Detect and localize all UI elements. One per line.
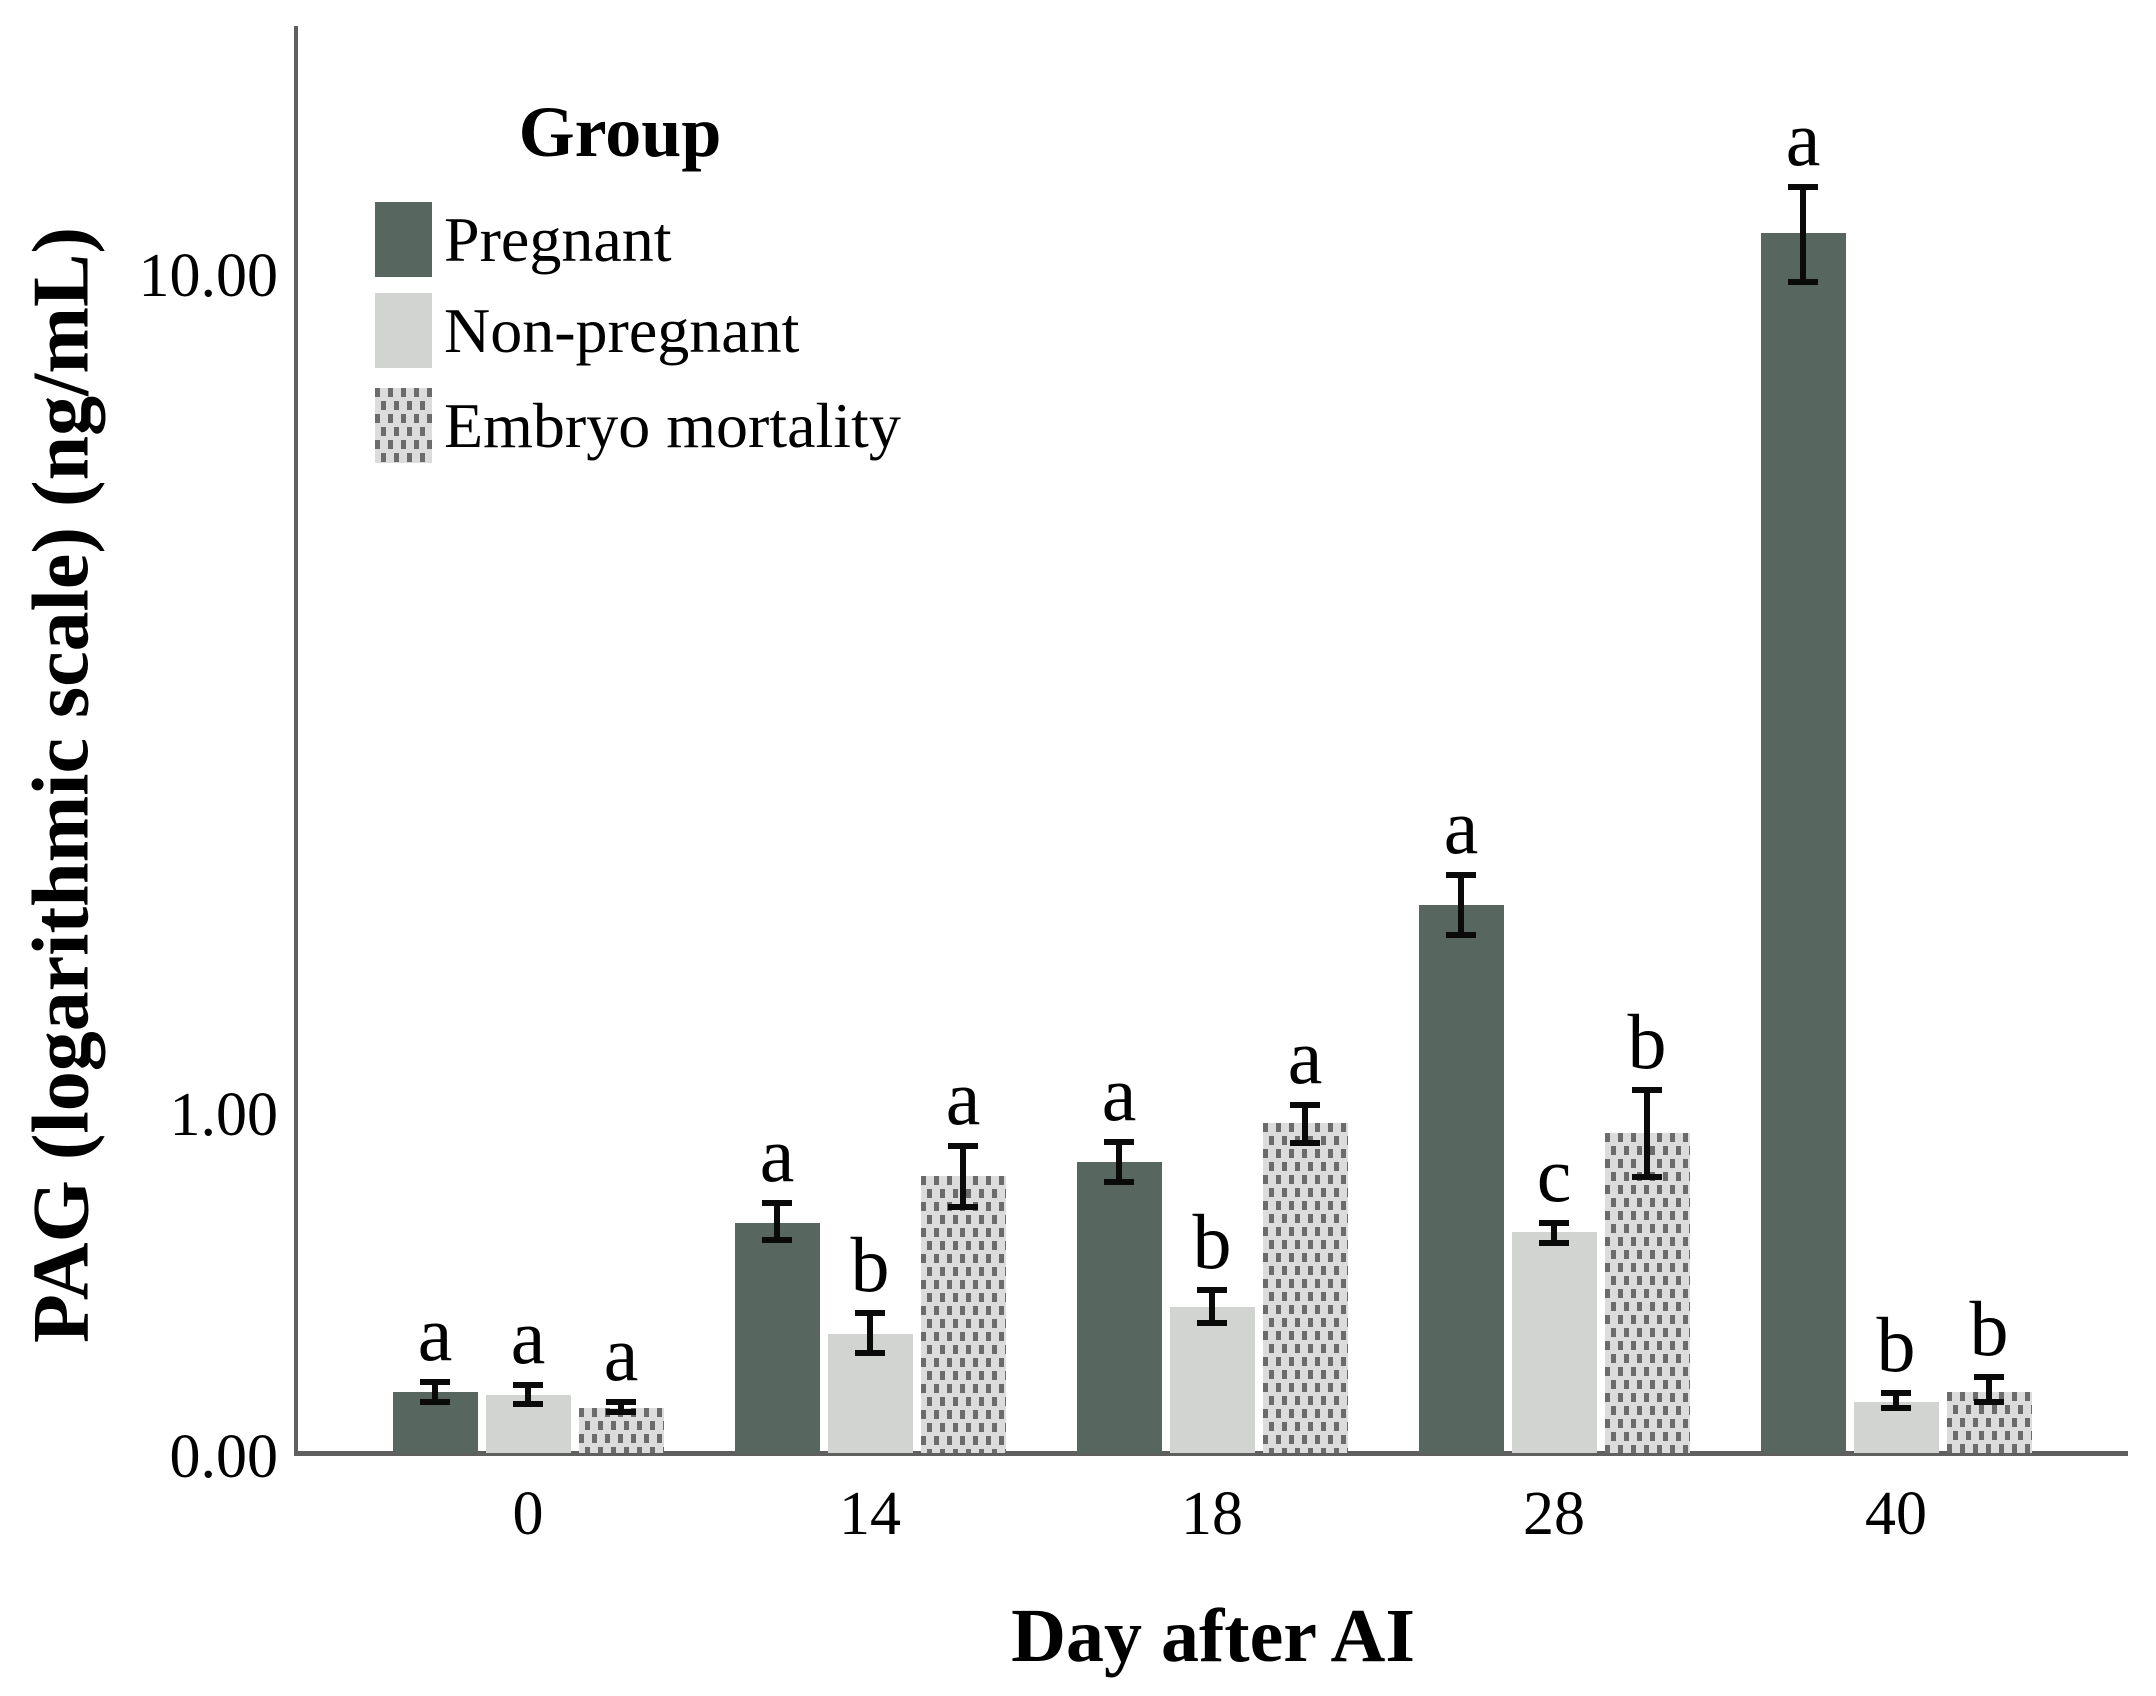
legend-label-embryo: Embryo mortality [444,390,901,461]
legend-swatch-embryo [375,388,432,463]
sig-letter-pregnant-day0: a [417,1289,453,1377]
sig-letter-pregnant-day18: a [1101,1050,1137,1138]
error-bar-nonpregnant-day40-cap [1881,1390,1911,1397]
sig-letter-nonpregnant-day28: c [1536,1130,1572,1218]
error-bar-pregnant-day28-cap [1446,871,1476,878]
x-tick-label: 18 [1181,1480,1243,1548]
error-bar-pregnant-day40-cap [1788,183,1818,190]
error-bar-pregnant-day14 [774,1203,780,1240]
error-bar-nonpregnant-day0 [525,1385,531,1404]
y-tick-label: 1.00 [169,1081,279,1149]
legend-title: Group [518,92,722,172]
error-bar-nonpregnant-day18-cap [1197,1320,1227,1327]
error-bar-embryo-day0-cap [606,1408,636,1415]
sig-letter-nonpregnant-day18: b [1192,1198,1232,1286]
error-bar-pregnant-day18-cap [1104,1139,1134,1146]
error-bar-nonpregnant-day40-cap [1881,1405,1911,1412]
bar-embryo-day14 [920,1175,1006,1453]
error-bar-nonpregnant-day0-cap [513,1400,543,1407]
x-tick-label: 28 [1523,1480,1585,1548]
y-axis-title: PAG (logarithmic scale) (ng/mL) [17,226,106,1344]
sig-letter-pregnant-day14: a [759,1111,795,1199]
sig-letter-embryo-day40: b [1969,1285,2009,1373]
error-bar-pregnant-day18-cap [1104,1179,1134,1186]
bar-nonpregnant-day18 [1169,1307,1255,1453]
error-bar-nonpregnant-day14-cap [855,1310,885,1317]
sig-letter-nonpregnant-day40: b [1876,1301,1916,1389]
error-bar-embryo-day40 [1986,1377,1992,1402]
sig-letter-embryo-day0: a [603,1309,639,1397]
error-bar-nonpregnant-day28-cap [1539,1219,1569,1226]
bar-pregnant-day28 [1418,904,1504,1453]
error-bar-pregnant-day0-cap [420,1378,450,1385]
x-tick-label: 40 [1865,1480,1927,1548]
error-bar-embryo-day28-cap [1632,1087,1662,1093]
bar-embryo-day18 [1262,1123,1348,1453]
legend-label-pregnant: Pregnant [444,204,672,275]
error-bar-nonpregnant-day0-cap [513,1382,543,1389]
error-bar-pregnant-day0-cap [420,1398,450,1405]
sig-letter-pregnant-day28: a [1443,782,1479,870]
y-axis-line [294,26,298,1456]
error-bar-nonpregnant-day14 [867,1313,873,1354]
bar-nonpregnant-day28 [1511,1231,1597,1453]
error-bar-pregnant-day40-cap [1788,279,1818,286]
error-bar-nonpregnant-day14-cap [855,1350,885,1357]
bar-embryo-day0 [578,1408,664,1453]
error-bar-nonpregnant-day18-cap [1197,1287,1227,1294]
error-bar-embryo-day14-cap [948,1203,978,1210]
error-bar-embryo-day28 [1644,1090,1650,1178]
error-bar-embryo-day0 [618,1401,624,1412]
x-axis-line [294,1451,2128,1456]
y-tick-label: 10.00 [138,242,279,310]
error-bar-pregnant-day28-cap [1446,932,1476,939]
bar-pregnant-day14 [734,1223,820,1453]
error-bar-pregnant-day14-cap [762,1200,792,1207]
error-bar-nonpregnant-day40 [1893,1393,1899,1409]
error-bar-embryo-day28-cap [1632,1174,1662,1181]
error-bar-pregnant-day18 [1116,1142,1122,1182]
error-bar-nonpregnant-day18 [1209,1290,1215,1324]
error-bar-pregnant-day0 [432,1381,438,1402]
error-bar-embryo-day40-cap [1974,1398,2004,1405]
error-bar-embryo-day18-cap [1290,1101,1320,1108]
error-bar-embryo-day14-cap [948,1143,978,1150]
sig-letter-nonpregnant-day14: b [850,1221,890,1309]
legend-swatch-pregnant [375,202,432,277]
error-bar-embryo-day14 [960,1146,966,1207]
sig-letter-pregnant-day40: a [1785,94,1821,182]
x-axis-title: Day after AI [1011,1594,1415,1678]
error-bar-pregnant-day28 [1458,874,1464,936]
sig-letter-embryo-day14: a [945,1054,981,1142]
error-bar-embryo-day0-cap [606,1398,636,1405]
legend-swatch-nonpregnant [375,293,432,368]
sig-letter-embryo-day28: b [1627,998,1667,1085]
error-bar-embryo-day18-cap [1290,1140,1320,1146]
bar-embryo-day28 [1604,1132,1690,1453]
bar-pregnant-day18 [1076,1161,1162,1453]
legend-label-nonpregnant: Non-pregnant [444,295,800,366]
error-bar-pregnant-day40 [1800,186,1806,283]
y-tick-label: 0.00 [169,1423,279,1491]
error-bar-embryo-day40-cap [1974,1374,2004,1381]
x-tick-label: 14 [839,1480,901,1548]
error-bar-nonpregnant-day28-cap [1539,1239,1569,1246]
x-tick-label: 0 [512,1480,544,1548]
error-bar-nonpregnant-day28 [1551,1222,1557,1243]
bar-pregnant-day40 [1760,232,1846,1453]
error-bar-pregnant-day14-cap [762,1236,792,1243]
error-bar-embryo-day18 [1302,1104,1308,1143]
sig-letter-embryo-day18: a [1287,1012,1323,1100]
sig-letter-nonpregnant-day0: a [510,1293,546,1381]
bar-embryo-day40 [1946,1391,2032,1453]
